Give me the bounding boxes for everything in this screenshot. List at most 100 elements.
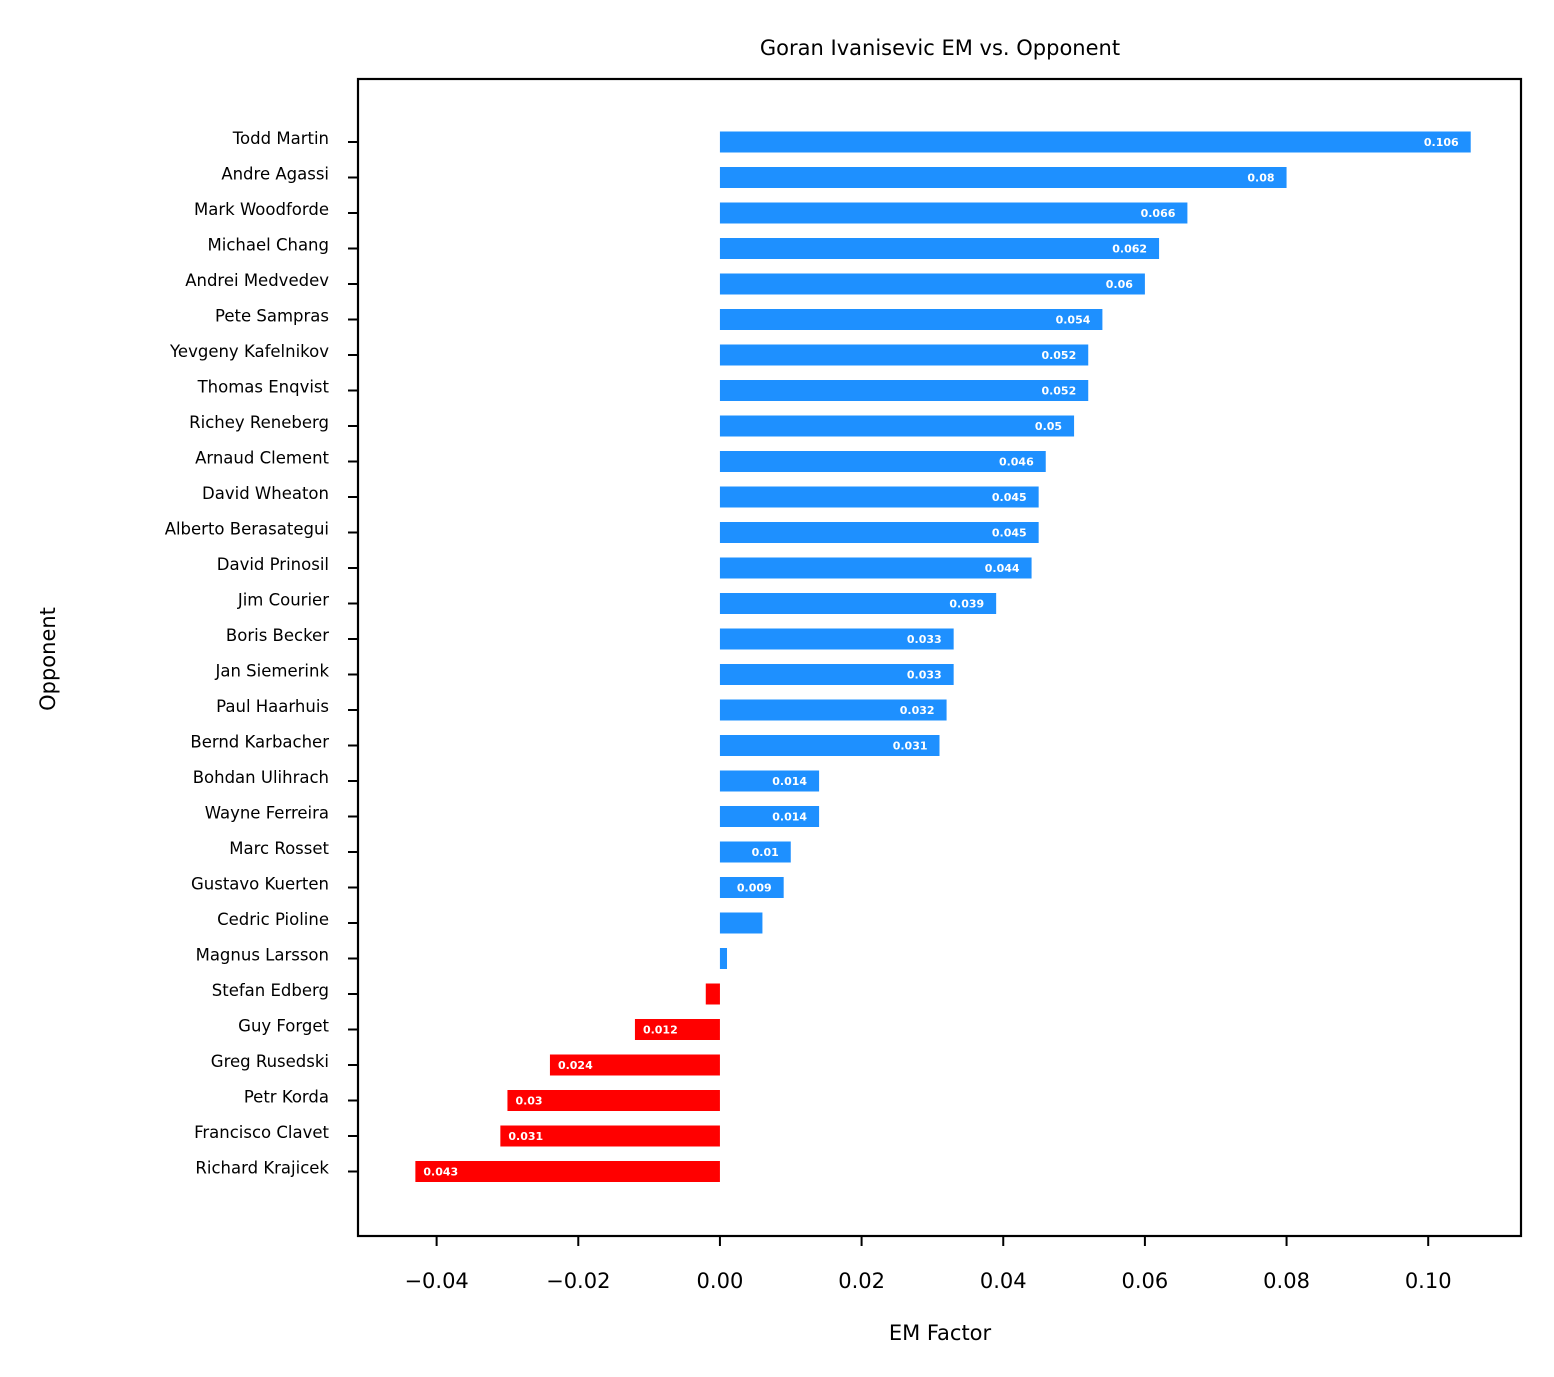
bar-value-label: 0.031: [508, 1130, 543, 1143]
x-axis: −0.04 −0.02 0.00 0.02 0.04 0.06 0.08 0.10: [404, 1236, 1452, 1293]
y-tick-label: Thomas Enqvist: [197, 378, 330, 397]
y-tick-label: Andrei Medvedev: [185, 271, 329, 290]
bar-value-label: 0.039: [949, 598, 984, 611]
bar-value-label: 0.043: [423, 1166, 458, 1179]
bar-value-label: 0.052: [1041, 385, 1076, 398]
y-tick-label: Paul Haarhuis: [216, 697, 329, 716]
bar-value-label: 0.045: [992, 527, 1027, 540]
bar: [719, 735, 940, 756]
y-tick-label: Bernd Karbacher: [190, 733, 329, 752]
x-tick-label: 0.08: [1263, 1269, 1310, 1293]
bar: [719, 877, 784, 898]
bar: [719, 948, 728, 969]
bar: [719, 557, 1032, 579]
bar: [719, 451, 1046, 472]
bars-group: [415, 131, 1471, 1182]
bar-value-label: 0.045: [992, 491, 1027, 504]
bar-labels-group: 0.106 0.08 0.066 0.062 0.06 0.054 0.052 0.052 0.…: [423, 136, 1459, 1179]
y-tick-label: Jan Siemerink: [215, 662, 330, 681]
y-tick-label: Richard Krajicek: [195, 1159, 329, 1178]
y-tick-label: Yevgeny Kafelnikov: [169, 342, 329, 361]
bar-value-label: 0.05: [1035, 420, 1062, 433]
bar: [719, 912, 763, 934]
bar: [719, 238, 1160, 259]
y-tick-label: Michael Chang: [208, 236, 329, 255]
y-tick-label: David Prinosil: [217, 555, 329, 574]
bar: [719, 309, 1103, 330]
y-tick-label: Greg Rusedski: [211, 1052, 329, 1071]
y-tick-label: Andre Agassi: [221, 165, 329, 184]
y-tick-label: Petr Korda: [244, 1088, 329, 1107]
bar-value-label: 0.044: [985, 562, 1020, 575]
bar-value-label: 0.024: [558, 1059, 593, 1072]
y-tick-label: Bohdan Ulihrach: [193, 768, 329, 787]
bar-value-label: 0.033: [907, 669, 942, 682]
y-axis-title: Opponent: [36, 607, 60, 711]
bar: [705, 983, 720, 1005]
bar: [719, 344, 1089, 366]
y-tick-label: Guy Forget: [238, 1017, 329, 1036]
bar-value-label: 0.014: [772, 775, 807, 788]
y-tick-label: Mark Woodforde: [194, 200, 329, 219]
x-tick-label: 0.06: [1122, 1269, 1169, 1293]
y-tick-label: Pete Sampras: [215, 307, 329, 326]
bar-value-label: 0.03: [515, 1095, 542, 1108]
bar: [719, 380, 1089, 401]
bar-value-label: 0.08: [1247, 172, 1274, 185]
x-tick-label: 0.04: [980, 1269, 1027, 1293]
x-tick-label: 0.00: [697, 1269, 744, 1293]
bar: [719, 273, 1145, 295]
x-axis-title: EM Factor: [889, 1321, 992, 1345]
bar-value-label: 0.06: [1106, 278, 1133, 291]
bar: [719, 699, 947, 721]
bar-value-label: 0.033: [907, 633, 942, 646]
bar: [719, 806, 820, 827]
bar: [719, 628, 954, 650]
bar-value-label: 0.062: [1112, 243, 1147, 256]
y-tick-label: Wayne Ferreira: [205, 804, 329, 823]
bar: [634, 1019, 720, 1040]
bar: [719, 664, 954, 685]
x-tick-label: 0.02: [838, 1269, 885, 1293]
bar-value-label: 0.014: [772, 811, 807, 824]
bar: [719, 522, 1039, 543]
y-tick-label: Francisco Clavet: [194, 1123, 329, 1142]
plot-frame: [356, 77, 1523, 1238]
y-tick-label: Alberto Berasategui: [165, 520, 329, 539]
bar-value-label: 0.106: [1424, 136, 1459, 149]
bar-value-label: 0.054: [1056, 314, 1091, 327]
bar: [500, 1125, 720, 1147]
bar-value-label: 0.052: [1041, 349, 1076, 362]
y-tick-label: Richey Reneberg: [189, 413, 329, 432]
bar-value-label: 0.009: [737, 882, 772, 895]
y-tick-label: Todd Martin: [232, 129, 329, 148]
y-tick-label: Gustavo Kuerten: [191, 875, 329, 894]
bar: [719, 415, 1075, 437]
bar: [719, 486, 1039, 508]
y-tick-label: Magnus Larsson: [196, 946, 329, 965]
bar: [719, 202, 1188, 224]
y-tick-label: David Wheaton: [202, 484, 329, 503]
bar: [549, 1054, 720, 1076]
bar-value-label: 0.066: [1141, 207, 1176, 220]
x-tick-label: 0.10: [1405, 1269, 1452, 1293]
y-tick-label: Cedric Pioline: [217, 910, 329, 929]
bar-value-label: 0.01: [752, 846, 779, 859]
x-tick-label: −0.02: [546, 1269, 610, 1293]
y-tick-label: Arnaud Clement: [195, 449, 329, 468]
bar: [719, 841, 791, 863]
chart-title: Goran Ivanisevic EM vs. Opponent: [760, 36, 1120, 60]
bar: [415, 1161, 720, 1182]
bar: [719, 167, 1287, 188]
y-tick-label: Jim Courier: [237, 591, 329, 610]
bar: [719, 770, 820, 792]
bar-value-label: 0.031: [893, 740, 928, 753]
bar: [507, 1090, 720, 1111]
y-axis: Todd Martin Andre Agassi Mark Woodforde Mic…: [165, 129, 358, 1178]
bar: [719, 131, 1471, 153]
x-tick-label: −0.04: [404, 1269, 468, 1293]
y-tick-label: Boris Becker: [226, 626, 329, 645]
y-tick-label: Stefan Edberg: [212, 981, 329, 1000]
bar-value-label: 0.046: [999, 456, 1034, 469]
